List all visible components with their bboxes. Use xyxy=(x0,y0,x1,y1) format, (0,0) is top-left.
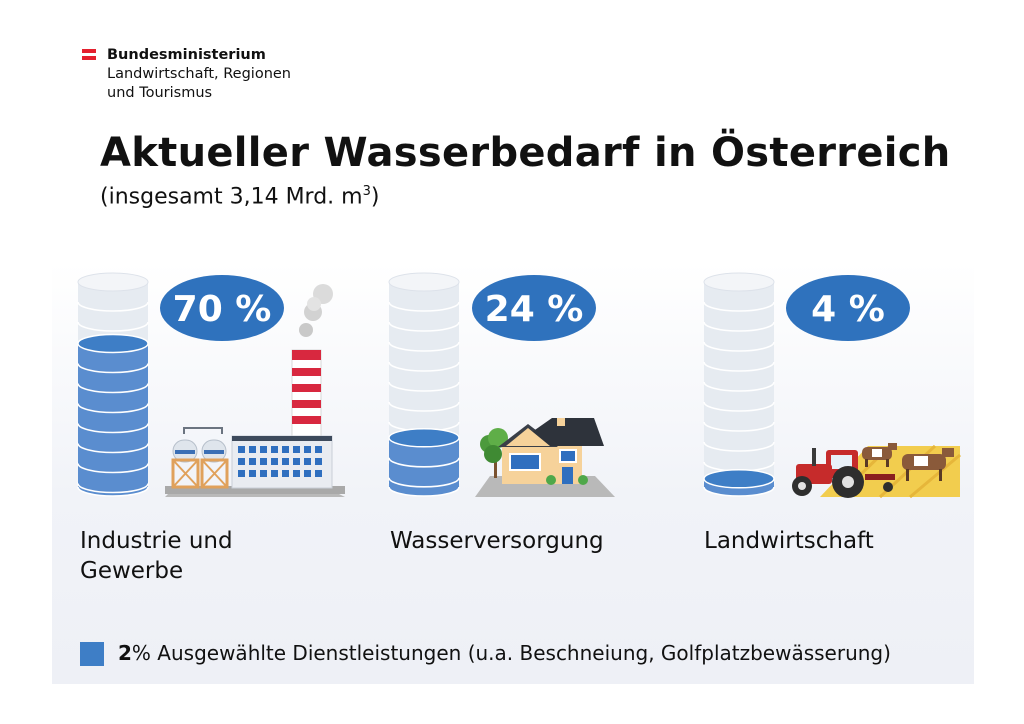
legend-description: Ausgewählte Dienstleistungen (u.a. Besch… xyxy=(157,641,891,665)
cylinder-ring xyxy=(77,301,149,312)
bar-fill-ring xyxy=(388,477,460,488)
bar-fill-top xyxy=(703,469,775,489)
cylinder-ring xyxy=(388,321,460,332)
bar-fill-2 xyxy=(703,469,775,497)
value-label: 24 % xyxy=(485,289,584,330)
bar-fill-ring xyxy=(77,483,149,494)
tractor-icon xyxy=(792,443,961,499)
bar-fill-base-ring xyxy=(703,486,775,497)
bar-fill-0 xyxy=(77,333,149,497)
cylinder-1 xyxy=(388,272,460,497)
cylinder-ring xyxy=(703,401,775,412)
house-icon xyxy=(475,418,615,497)
category-label-landwirtschaft: Landwirtschaft xyxy=(704,528,874,554)
cylinder-ring xyxy=(703,361,775,372)
bar-fill-ring xyxy=(77,403,149,414)
bar-fill-ring xyxy=(388,457,460,468)
legend-value: 2 xyxy=(118,641,132,665)
bar-fill-ring xyxy=(77,383,149,394)
legend-text: 2% Ausgewählte Dienstleistungen (u.a. Be… xyxy=(118,641,891,665)
ministry-line-3: und Tourismus xyxy=(107,85,213,101)
cylinder-ring xyxy=(388,401,460,412)
cylinder-ring xyxy=(703,441,775,452)
austria-flag-icon xyxy=(82,49,96,60)
bar-fill-1 xyxy=(388,428,460,497)
ministry-line-1: Bundesministerium xyxy=(107,47,266,63)
category-label-industrie: Industrie und Gewerbe xyxy=(80,528,233,584)
value-badge-oval xyxy=(786,275,910,341)
cylinder-ring xyxy=(703,381,775,392)
subtitle-close: ) xyxy=(370,184,380,210)
legend-swatch xyxy=(80,642,104,666)
category-label-wasserversorgung: Wasserversorgung xyxy=(390,528,604,554)
ministry-name: Bundesministerium Landwirtschaft, Region… xyxy=(107,46,367,103)
bar-fill-ring xyxy=(77,443,149,454)
cylinder-top xyxy=(388,272,460,292)
value-badge-0: 70 % xyxy=(160,275,284,341)
cylinder-ring xyxy=(703,421,775,432)
cylinder-ring xyxy=(388,381,460,392)
bar-fill-ring xyxy=(77,363,149,374)
cylinder-ring xyxy=(388,301,460,312)
cylinder-top xyxy=(703,272,775,292)
cylinder-ring xyxy=(703,321,775,332)
cylinder-empty-body xyxy=(704,282,774,487)
value-badge-oval xyxy=(160,275,284,341)
bar-fill-top xyxy=(77,333,149,354)
value-label: 70 % xyxy=(173,289,272,330)
cylinder-ring xyxy=(703,341,775,352)
value-label: 4 % xyxy=(811,289,885,330)
chart-subtitle: (insgesamt 3,14 Mrd. m3) xyxy=(100,184,379,209)
bar-fill-ring xyxy=(77,423,149,434)
subtitle-text: (insgesamt 3,14 Mrd. m xyxy=(100,184,363,210)
cylinder-ring xyxy=(388,361,460,372)
bar-fill-body xyxy=(78,343,148,487)
bar-fill-ring xyxy=(77,463,149,474)
value-badge-1: 24 % xyxy=(472,275,596,341)
cylinder-0 xyxy=(77,272,149,497)
chart-title: Aktueller Wasserbedarf in Österreich xyxy=(100,130,951,176)
cylinder-ring xyxy=(388,341,460,352)
bar-fill-top xyxy=(388,428,460,448)
cylinder-ring xyxy=(77,321,149,332)
cylinder-ring xyxy=(703,301,775,312)
factory-icon xyxy=(165,284,345,497)
cylinder-2 xyxy=(703,272,775,497)
value-badge-2: 4 % xyxy=(786,275,910,341)
cylinder-top xyxy=(77,272,149,292)
legend-unit: % xyxy=(131,641,151,665)
ministry-line-2: Landwirtschaft, Regionen xyxy=(107,66,291,82)
bar-fill-base-ring xyxy=(77,486,149,497)
bar-fill-base-ring xyxy=(388,486,460,497)
value-badge-oval xyxy=(472,275,596,341)
subtitle-superscript: 3 xyxy=(362,184,371,199)
